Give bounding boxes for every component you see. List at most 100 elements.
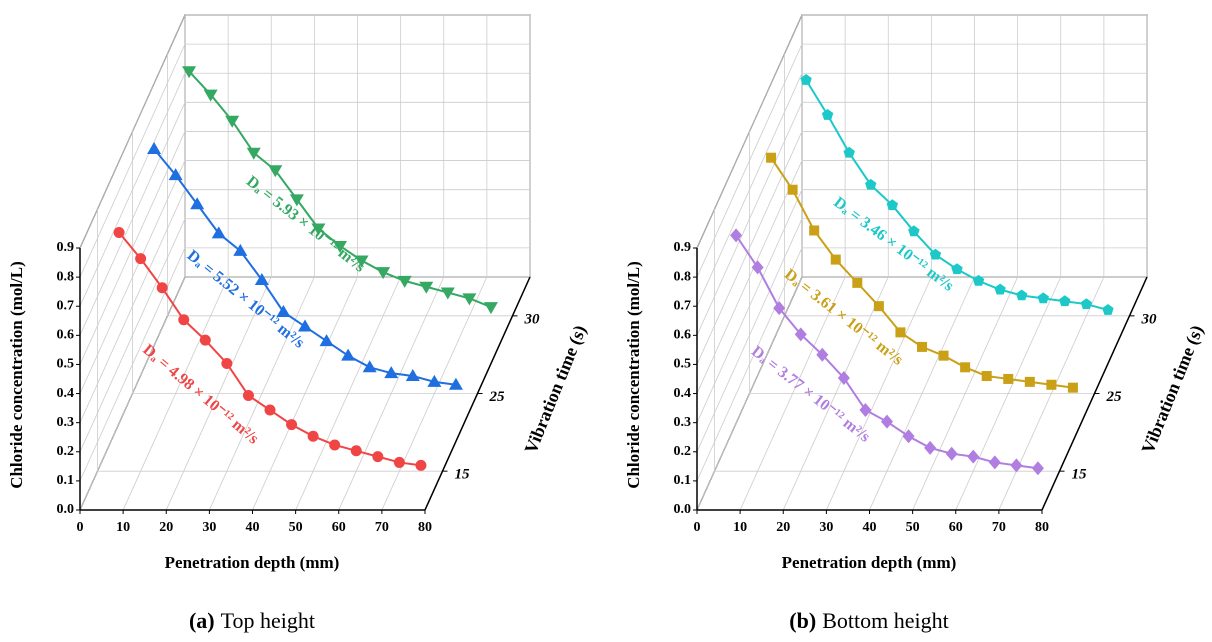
data-point	[341, 348, 356, 361]
data-point	[751, 260, 764, 275]
z-tick-label: 0.9	[57, 240, 75, 255]
z-axis-label: Chloride concentration (mol/L)	[624, 261, 643, 489]
x-tick-label: 60	[949, 520, 963, 535]
x-axis-label: Penetration depth (mm)	[165, 553, 340, 572]
x-tick-label: 50	[906, 520, 920, 535]
data-point	[319, 334, 334, 347]
data-point	[246, 147, 261, 160]
data-point	[311, 223, 326, 236]
depth-tick-label: 15	[1072, 467, 1088, 483]
data-point	[837, 371, 850, 386]
data-point	[254, 272, 269, 285]
data-point	[816, 347, 829, 362]
data-point	[276, 304, 291, 317]
data-point	[242, 389, 254, 401]
z-tick-label: 0.6	[57, 328, 75, 343]
depth-axis-label: Vibration time (s)	[520, 322, 591, 456]
data-point	[981, 371, 992, 382]
data-point	[211, 226, 226, 239]
z-tick-label: 0.9	[674, 240, 692, 255]
data-point	[135, 253, 147, 265]
data-point	[830, 254, 841, 265]
data-point	[268, 165, 283, 178]
data-point	[182, 66, 197, 79]
x-tick-label: 10	[116, 520, 130, 535]
data-point	[1046, 379, 1057, 390]
data-point	[972, 274, 985, 286]
data-point	[881, 414, 893, 429]
data-point	[1010, 458, 1023, 473]
x-tick-label: 0	[694, 520, 701, 535]
data-point	[859, 403, 872, 418]
caption: (b) Bottom height	[789, 608, 948, 633]
data-point	[483, 302, 498, 315]
data-point	[286, 419, 298, 431]
data-point	[994, 283, 1006, 295]
data-point	[886, 199, 899, 211]
data-point	[190, 197, 205, 210]
x-tick-label: 0	[77, 520, 84, 535]
data-point	[397, 275, 412, 288]
data-point	[852, 277, 863, 288]
data-point	[199, 334, 211, 346]
data-point	[405, 369, 420, 382]
data-point	[225, 115, 240, 128]
series-line	[188, 70, 492, 309]
data-point	[730, 228, 743, 243]
depth-axis-label: Vibration time (s)	[1137, 322, 1208, 456]
data-point	[1015, 289, 1028, 301]
data-point	[1102, 304, 1114, 315]
data-point	[462, 293, 477, 306]
data-point	[865, 178, 877, 190]
z-tick-label: 0.5	[57, 357, 75, 372]
z-tick-label: 0.5	[674, 357, 692, 372]
data-point	[1037, 292, 1049, 304]
x-axis-label: Penetration depth (mm)	[782, 553, 957, 572]
data-point	[168, 168, 183, 181]
data-point	[988, 455, 1001, 470]
x-tick-label: 40	[863, 520, 877, 535]
depth-tick-label: 30	[1141, 311, 1158, 327]
x-tick-label: 80	[1035, 520, 1049, 535]
z-tick-label: 0.4	[57, 386, 75, 401]
z-tick-label: 0.2	[674, 444, 692, 459]
data-point	[924, 440, 937, 455]
data-point	[1031, 461, 1044, 476]
data-point	[1024, 376, 1035, 387]
x-tick-label: 10	[733, 520, 747, 535]
data-point	[800, 74, 812, 85]
z-tick-label: 0.2	[57, 444, 75, 459]
x-tick-label: 40	[246, 520, 260, 535]
z-tick-label: 0.3	[57, 415, 75, 430]
z-tick-label: 0.0	[674, 502, 692, 517]
data-point	[938, 350, 949, 361]
data-point	[787, 184, 798, 195]
data-point	[427, 374, 442, 387]
x-tick-label: 50	[289, 520, 303, 535]
data-point	[773, 301, 786, 316]
caption: (a) Top height	[189, 608, 315, 633]
z-tick-label: 0.0	[57, 502, 75, 517]
data-point	[333, 240, 347, 253]
data-point	[419, 281, 434, 294]
data-point	[908, 225, 920, 237]
z-axis-label: Chloride concentration (mol/L)	[7, 261, 26, 489]
data-point	[440, 287, 455, 300]
data-point	[178, 314, 190, 326]
depth-tick-label: 30	[524, 311, 541, 327]
z-tick-label: 0.8	[57, 269, 75, 284]
data-point	[362, 360, 377, 373]
data-point	[945, 446, 958, 461]
depth-tick-label: 25	[1106, 389, 1123, 405]
caption-label: (b)	[789, 608, 816, 633]
x-tick-label: 20	[159, 520, 173, 535]
data-point	[448, 377, 463, 390]
x-tick-label: 70	[375, 520, 389, 535]
data-point	[766, 152, 777, 163]
data-point	[951, 263, 963, 275]
data-point	[376, 267, 391, 280]
x-tick-label: 80	[418, 520, 432, 535]
z-tick-label: 0.1	[674, 473, 692, 488]
data-point	[415, 459, 427, 471]
